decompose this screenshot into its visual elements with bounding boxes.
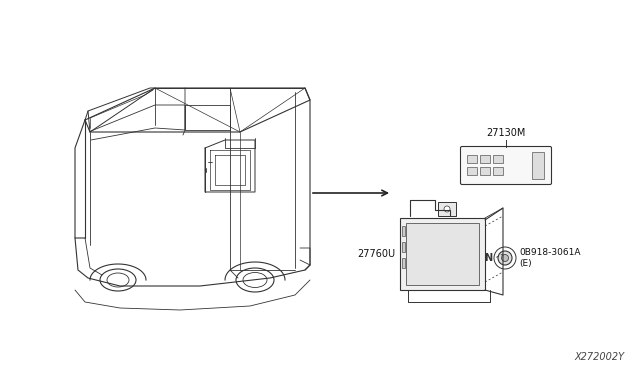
Bar (493, 167, 503, 175)
Bar (402, 258, 405, 268)
Bar (480, 167, 490, 175)
Bar (402, 242, 405, 252)
Bar (406, 223, 479, 285)
Text: 27760U: 27760U (357, 249, 395, 259)
Circle shape (444, 206, 450, 212)
Bar (402, 226, 405, 236)
Bar (400, 218, 485, 290)
Text: 27130M: 27130M (486, 128, 525, 138)
Circle shape (498, 251, 512, 265)
Bar (480, 155, 490, 163)
Text: X272002Y: X272002Y (575, 352, 625, 362)
Text: 0B918-3061A
(E): 0B918-3061A (E) (519, 248, 580, 268)
Bar (438, 202, 456, 216)
FancyBboxPatch shape (461, 147, 552, 185)
Bar (467, 155, 477, 163)
Bar (467, 167, 477, 175)
Bar (493, 155, 503, 163)
Bar (532, 152, 544, 179)
Text: N: N (484, 253, 492, 263)
Circle shape (502, 254, 509, 262)
